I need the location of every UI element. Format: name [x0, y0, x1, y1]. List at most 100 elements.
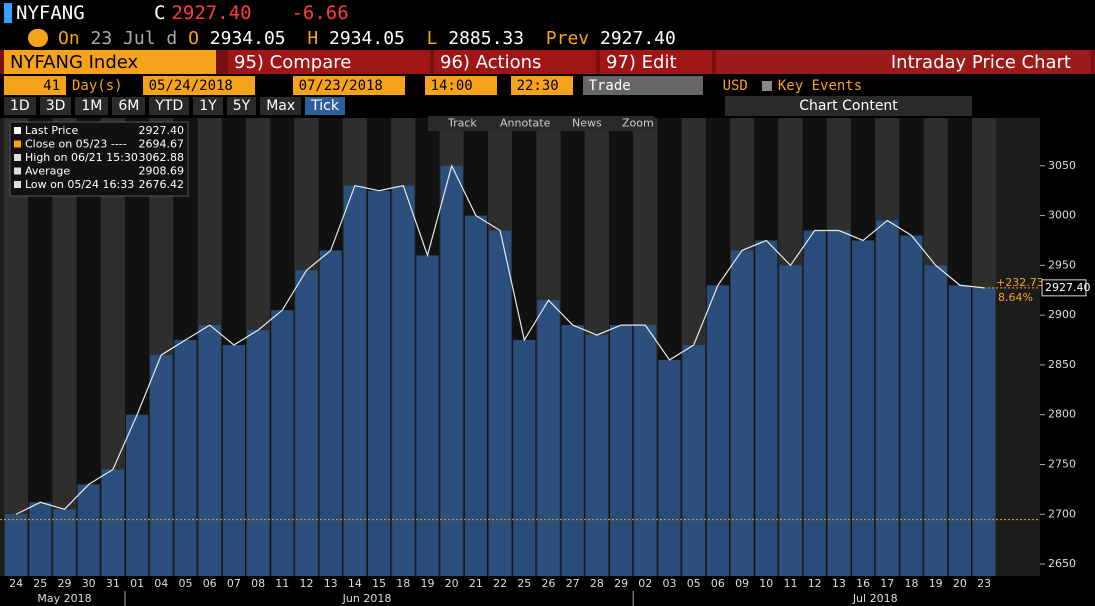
end-date[interactable]: 07/23/2018	[292, 76, 405, 95]
x-tick-label: 20	[445, 577, 459, 590]
quote-on: On	[58, 27, 80, 49]
x-tick-label: 28	[590, 577, 604, 590]
legend-label: Close on 05/23 ----	[25, 138, 127, 151]
bar	[610, 325, 633, 576]
bar	[222, 345, 245, 576]
x-tick-label: 30	[82, 577, 96, 590]
event[interactable]: Trade	[582, 76, 703, 95]
chart: 2650 2700 2750 2800 2850 2900 2950 3000 3050 24 25…	[0, 116, 1091, 606]
bar	[513, 340, 536, 576]
x-tick-label: 04	[154, 577, 168, 590]
end-time[interactable]: 22:30	[510, 76, 573, 95]
bar	[126, 414, 149, 576]
legend-swatch	[14, 127, 21, 134]
x-tick-label: 10	[759, 577, 773, 590]
price-prefix: C	[154, 2, 166, 24]
x-tick-label: 14	[348, 577, 362, 590]
y-tick-label: 2950	[1048, 258, 1076, 271]
month-label: May 2018	[37, 592, 91, 605]
chart-tool[interactable]: Track	[447, 117, 477, 130]
period-button[interactable]: 5Y	[226, 97, 257, 115]
period-button[interactable]: 1D	[4, 97, 36, 115]
x-tick-label: 05	[179, 577, 193, 590]
bar	[392, 185, 415, 576]
y-tick-label: 2800	[1048, 408, 1076, 421]
high-label: H	[307, 27, 319, 49]
legend-box	[9, 121, 189, 197]
menu[interactable]: 95) Compare	[228, 50, 430, 74]
x-tick-label: 26	[542, 577, 556, 590]
legend-swatch	[14, 181, 21, 188]
legend-value: 2908.69	[139, 165, 185, 178]
y-tick-label: 2850	[1048, 358, 1076, 371]
days[interactable]: 41	[4, 76, 66, 95]
x-tick-label: 12	[808, 577, 822, 590]
bar	[247, 330, 270, 576]
legend-value: 2694.67	[139, 138, 185, 151]
bar	[876, 220, 899, 576]
bar	[174, 340, 197, 576]
x-tick-label: 24	[9, 577, 23, 590]
chart-content[interactable]: Chart Content	[725, 96, 972, 116]
start-date[interactable]: 05/24/2018	[142, 76, 255, 95]
header-row: NYFANG C 2927.40 -6.66	[0, 0, 1095, 26]
change-label: +232.73	[996, 276, 1044, 289]
last-tag	[1041, 279, 1087, 297]
month-label: Jul 2018	[852, 592, 898, 605]
period-button[interactable]: Tick	[305, 97, 345, 115]
bar	[924, 265, 947, 576]
x-tick-label: 17	[880, 577, 894, 590]
bar	[948, 285, 971, 576]
period-button[interactable]: 3D	[39, 97, 72, 115]
checkbox[interactable]	[761, 80, 772, 91]
open: 2934.05	[209, 27, 286, 49]
x-tick-label: 05	[687, 577, 701, 590]
icon	[28, 29, 48, 47]
x-tick-label: 02	[638, 577, 652, 590]
x-tick-label: 19	[421, 577, 435, 590]
legend-label: High on 06/21 15:30	[25, 151, 138, 164]
y-tick-label: 3050	[1048, 159, 1076, 172]
x-tick-label: 31	[106, 577, 120, 590]
marker	[4, 3, 12, 23]
bar	[827, 230, 850, 576]
period-button[interactable]: YTD	[149, 97, 190, 115]
security[interactable]: NYFANG Index	[4, 50, 216, 74]
bar	[5, 514, 28, 576]
chart-tool[interactable]: Zoom	[622, 117, 654, 130]
legend-label: Average	[25, 165, 70, 178]
bar	[53, 509, 76, 576]
x-tick-label: 29	[614, 577, 628, 590]
low: 2885.33	[448, 27, 525, 49]
key-events[interactable]: Key Events	[777, 77, 863, 94]
bar	[101, 469, 124, 576]
legend-label: Low on 05/24 16:33	[25, 178, 134, 191]
bar	[537, 300, 560, 576]
period-button[interactable]: 1Y	[193, 97, 223, 115]
bar	[343, 185, 366, 576]
open-label: O	[188, 27, 199, 49]
bar	[271, 310, 294, 576]
menu[interactable]: 96) Actions	[434, 50, 596, 74]
x-tick-label: 08	[251, 577, 265, 590]
start-time[interactable]: 14:00	[424, 76, 497, 95]
chart-tool[interactable]: News	[572, 117, 602, 130]
low-label: L	[426, 27, 438, 49]
period-button[interactable]: 6M	[112, 97, 146, 115]
legend-label: Last Price	[25, 124, 78, 137]
x-tick-label: 22	[493, 577, 507, 590]
period-button[interactable]: Max	[260, 97, 302, 115]
high: 2934.05	[329, 27, 405, 49]
chart-tool[interactable]: Annotate	[500, 117, 551, 130]
legend-value: 2676.42	[139, 178, 185, 191]
menu[interactable]: 97) Edit	[600, 50, 712, 74]
period-button[interactable]: 1M	[75, 97, 109, 115]
change: -6.66	[291, 2, 349, 24]
x-tick-label: 12	[300, 577, 314, 590]
quote-row: On 23 Jul d O 2934.05 H 2934.05 L 2885.3…	[0, 26, 1095, 50]
prev-label: Prev	[545, 27, 590, 49]
bar	[706, 285, 729, 576]
bar	[682, 345, 705, 576]
x-tick-label: 19	[929, 577, 943, 590]
